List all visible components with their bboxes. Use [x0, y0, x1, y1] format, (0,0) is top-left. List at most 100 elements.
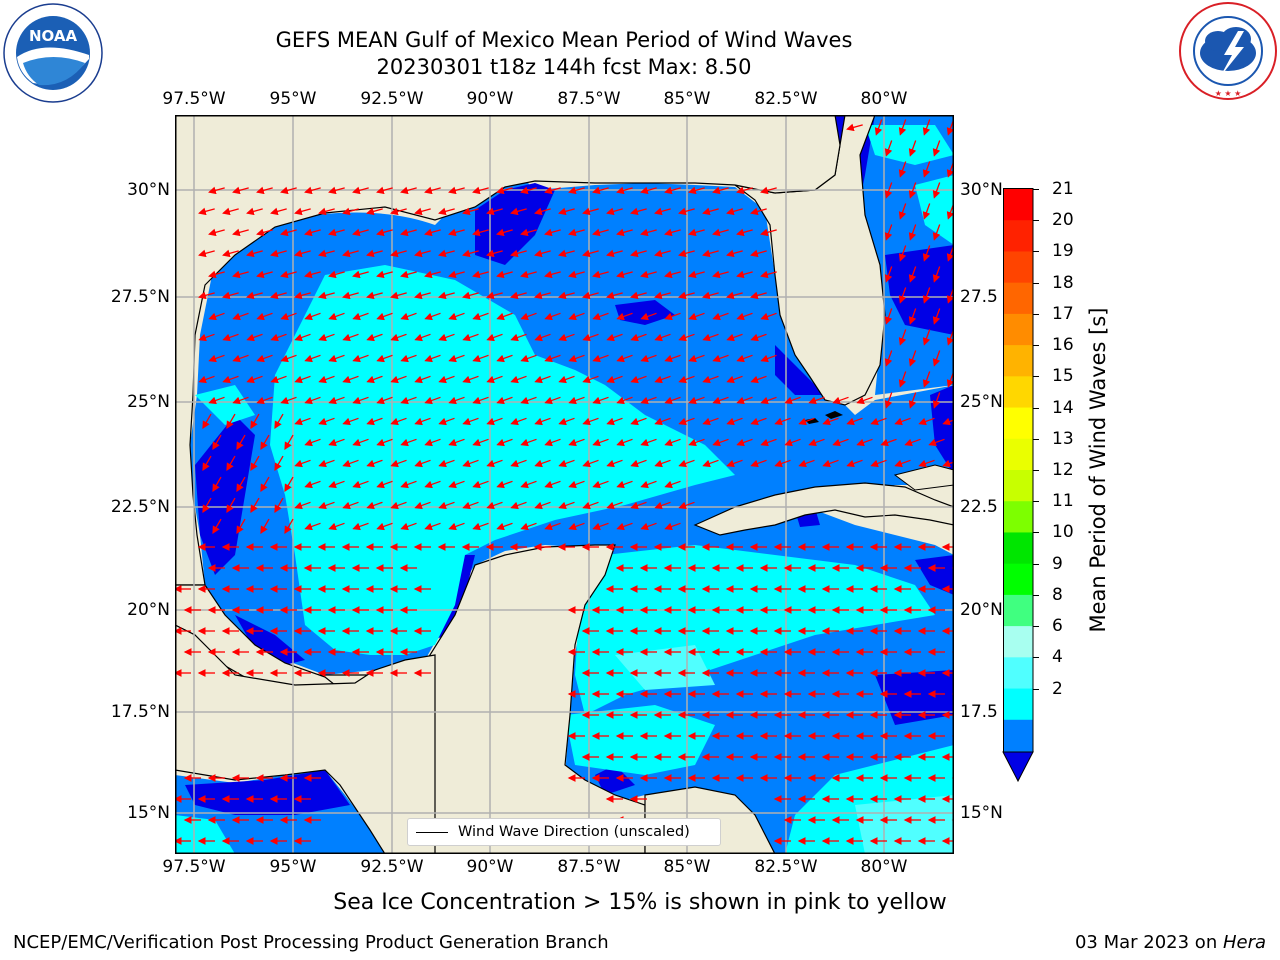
lon-tick-top: 95°W: [269, 89, 317, 109]
wind-arrow: [400, 522, 417, 531]
legend-line-swatch: [416, 831, 448, 833]
wind-arrow: [932, 350, 941, 367]
lon-tick-bottom: 92.5°W: [360, 857, 424, 877]
wind-arrow: [208, 186, 225, 195]
wind-arrow: [712, 270, 729, 279]
wind-arrow: [932, 392, 941, 409]
wind-arrow: [390, 207, 407, 216]
wind-arrow: [678, 249, 695, 258]
wind-arrow: [874, 119, 883, 136]
wind-arrow: [702, 207, 719, 216]
wind-arrow: [688, 186, 705, 195]
wind-arrow: [664, 438, 681, 447]
wind-arrow: [702, 417, 719, 426]
wind-arrow: [750, 417, 767, 426]
wind-arrow: [212, 476, 222, 493]
wind-arrow: [922, 329, 931, 346]
wind-arrow: [328, 270, 345, 279]
wind-arrow: [462, 291, 479, 300]
wind-arrow: [510, 249, 527, 258]
wind-arrow: [544, 186, 561, 195]
wind-arrow: [664, 354, 681, 363]
wind-arrow: [606, 207, 623, 216]
wind-arrow: [304, 186, 321, 195]
lat-tick-right: 20°N: [960, 600, 1003, 620]
wind-arrow: [496, 228, 513, 237]
wind-arrow: [246, 333, 263, 342]
colorbar-tick-label: 17: [1052, 303, 1074, 324]
wind-arrow: [702, 375, 719, 384]
wind-arrow: [630, 207, 647, 216]
wind-arrow: [726, 249, 743, 258]
wind-arrow: [424, 354, 441, 363]
wind-arrow: [352, 312, 369, 321]
wind-arrow: [908, 182, 917, 199]
wind-arrow: [664, 480, 681, 489]
wind-arrow: [400, 312, 417, 321]
wind-arrow: [510, 333, 527, 342]
wind-arrow: [606, 333, 623, 342]
colorbar-tick-label: 6: [1052, 616, 1063, 637]
wind-arrow: [544, 354, 561, 363]
wind-arrow: [328, 312, 345, 321]
wind-arrow: [832, 438, 849, 447]
wind-arrow: [236, 434, 246, 451]
wind-arrow: [472, 270, 489, 279]
lat-tick-left: 22.5°N: [110, 497, 170, 517]
colorbar-tick: [1033, 657, 1039, 659]
lon-tick-bottom: 87.5°W: [557, 857, 621, 877]
colorbar-under-triangle: [1002, 751, 1034, 783]
wind-arrow: [678, 291, 695, 300]
wind-arrow: [884, 392, 893, 409]
wind-arrow: [226, 455, 236, 472]
colorbar-tick-label: 8: [1052, 584, 1063, 605]
wind-arrow: [544, 438, 561, 447]
wind-arrow: [414, 501, 431, 510]
colorbar-tick: [1033, 189, 1039, 190]
wind-arrow: [294, 291, 311, 300]
wind-arrow: [712, 396, 729, 405]
footer-credit: NCEP/EMC/Verification Post Processing Pr…: [13, 932, 609, 953]
wind-arrow: [318, 459, 335, 468]
wind-arrow: [750, 207, 767, 216]
colorbar-segment: [1004, 688, 1033, 721]
wind-arrow: [880, 438, 897, 447]
wind-arrow: [496, 354, 513, 363]
map-plot: [175, 115, 954, 854]
wind-arrow: [352, 522, 369, 531]
wind-arrow: [352, 396, 369, 405]
colorbar-segment: [1004, 501, 1033, 533]
wind-arrow: [592, 480, 609, 489]
wind-arrow: [400, 396, 417, 405]
colorbar: [1002, 188, 1034, 783]
wind-arrow: [270, 249, 287, 258]
wind-arrow: [592, 270, 609, 279]
wind-arrow: [250, 497, 260, 514]
wind-arrow: [270, 333, 287, 342]
wind-arrow: [472, 354, 489, 363]
colorbar-tick-label: 2: [1052, 678, 1063, 699]
wind-arrow: [352, 438, 369, 447]
wind-arrow: [846, 459, 863, 468]
colorbar-tick-label: 10: [1052, 522, 1074, 543]
wind-arrow: [486, 333, 503, 342]
wind-arrow: [510, 459, 527, 468]
wind-arrow: [342, 417, 359, 426]
wind-arrow: [304, 228, 321, 237]
wind-arrow: [898, 119, 907, 136]
wind-arrow: [736, 396, 753, 405]
wind-arrow: [256, 186, 273, 195]
wind-arrow: [568, 270, 585, 279]
map-legend: Wind Wave Direction (unscaled): [407, 818, 721, 846]
wind-arrow: [462, 249, 479, 258]
colorbar-segment: [1004, 407, 1033, 440]
wind-arrow: [654, 417, 671, 426]
wind-arrow: [798, 459, 815, 468]
wind-arrow: [400, 438, 417, 447]
wind-arrow: [448, 186, 465, 195]
wind-arrow: [448, 312, 465, 321]
colorbar-tick: [1033, 501, 1039, 503]
wind-arrow: [510, 207, 527, 216]
wind-arrow: [678, 375, 695, 384]
colorbar-tick-label: 18: [1052, 272, 1074, 293]
